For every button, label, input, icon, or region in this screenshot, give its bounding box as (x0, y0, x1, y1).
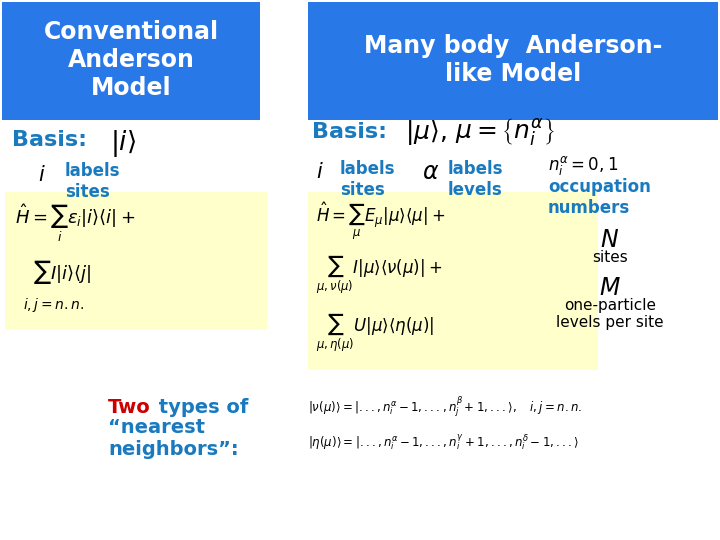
Text: labels
levels: labels levels (448, 160, 503, 199)
Text: $\sum_{\mu,\eta(\mu)} U|\mu\rangle\langle\eta(\mu)|$: $\sum_{\mu,\eta(\mu)} U|\mu\rangle\langl… (316, 312, 434, 355)
Text: $i,j=n.n.$: $i,j=n.n.$ (23, 296, 84, 314)
Text: $\mu = \left\{n_i^\alpha\right\}$: $\mu = \left\{n_i^\alpha\right\}$ (455, 116, 554, 147)
FancyBboxPatch shape (308, 2, 718, 120)
Text: $\hat{H} = \sum_i \varepsilon_i |i\rangle\langle i| +$: $\hat{H} = \sum_i \varepsilon_i |i\rangl… (15, 202, 135, 244)
Text: “nearest
neighbors”:: “nearest neighbors”: (108, 418, 238, 459)
FancyBboxPatch shape (308, 192, 598, 370)
Text: Two: Two (108, 398, 150, 417)
Text: labels
sites: labels sites (340, 160, 395, 199)
Text: Many body  Anderson-
like Model: Many body Anderson- like Model (364, 34, 662, 86)
Text: $i$: $i$ (316, 162, 324, 182)
FancyBboxPatch shape (2, 2, 260, 120)
Text: $N$: $N$ (600, 228, 619, 252)
Text: $M$: $M$ (599, 276, 621, 300)
Text: one-particle
levels per site: one-particle levels per site (556, 298, 664, 330)
Text: $|\eta(\mu)\rangle = |..., n_i^\alpha - 1,..., n_i^\gamma + 1,..., n_i^\delta - : $|\eta(\mu)\rangle = |..., n_i^\alpha - … (308, 432, 579, 451)
Text: $|\nu(\mu)\rangle = |..., n_i^\alpha - 1,..., n_j^\beta + 1,...\rangle,\quad i,j: $|\nu(\mu)\rangle = |..., n_i^\alpha - 1… (308, 396, 582, 420)
Text: $n_i^\alpha = 0,1$: $n_i^\alpha = 0,1$ (548, 154, 618, 177)
Text: $|\mu\rangle,$: $|\mu\rangle,$ (405, 118, 446, 147)
Text: Basis:: Basis: (12, 130, 87, 150)
Text: occupation
numbers: occupation numbers (548, 178, 651, 217)
Text: $\sum I |i\rangle\langle j|$: $\sum I |i\rangle\langle j|$ (33, 258, 91, 286)
FancyBboxPatch shape (5, 192, 267, 330)
Text: labels
sites: labels sites (65, 162, 120, 201)
Text: $i$: $i$ (38, 165, 45, 185)
Text: Basis:: Basis: (312, 122, 387, 142)
Text: $\sum_{\mu,\nu(\mu)} I|\mu\rangle\langle\nu(\mu)| +$: $\sum_{\mu,\nu(\mu)} I|\mu\rangle\langle… (316, 254, 442, 297)
Text: $\alpha$: $\alpha$ (422, 160, 439, 184)
Text: Conventional
Anderson
Model: Conventional Anderson Model (43, 20, 219, 100)
Text: types of: types of (152, 398, 248, 417)
Text: $|i\rangle$: $|i\rangle$ (110, 128, 136, 159)
Text: sites: sites (592, 250, 628, 265)
Text: $\hat{H} = \sum_\mu E_\mu |\mu\rangle\langle\mu| +$: $\hat{H} = \sum_\mu E_\mu |\mu\rangle\la… (316, 200, 445, 242)
